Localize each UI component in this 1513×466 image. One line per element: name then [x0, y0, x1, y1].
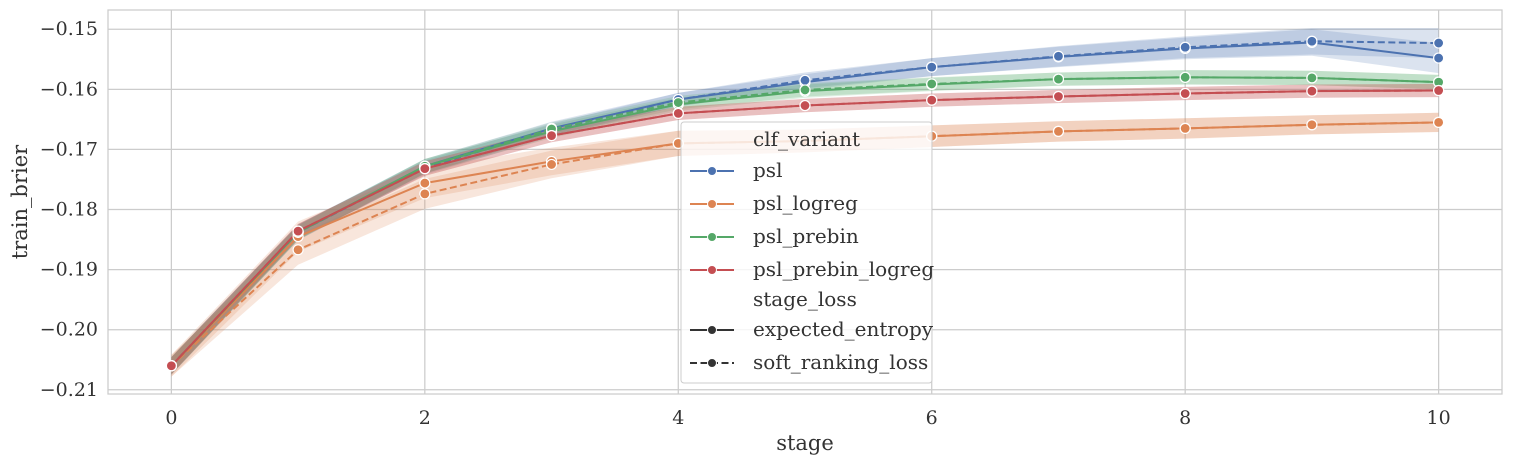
band-psl-prebin-logreg-expected-entropy — [171, 83, 1439, 375]
point-psl-logreg-soft-ranking-loss — [545, 158, 558, 171]
point-psl-logreg-soft-ranking-loss — [1179, 122, 1191, 134]
band-psl-logreg-expected-entropy — [171, 112, 1439, 377]
point-psl-logreg-expected-entropy — [419, 177, 431, 189]
legend-style-entries: expected_entropy soft_ranking_loss — [690, 317, 934, 374]
legend-marker-psl-prebin — [707, 232, 717, 242]
point-psl-prebin-logreg-soft-ranking-loss — [1306, 85, 1318, 97]
point-psl-expected-entropy — [1433, 52, 1445, 64]
point-psl-prebin-logreg-soft-ranking-loss — [292, 225, 304, 237]
point-psl-soft-ranking-loss — [926, 61, 938, 73]
legend-label-expected-entropy: expected_entropy — [753, 317, 934, 341]
x-axis-label: stage — [776, 431, 834, 455]
y-tick-label: −0.17 — [40, 138, 98, 160]
point-psl-prebin-logreg-soft-ranking-loss — [1052, 90, 1065, 103]
y-tick-label: −0.18 — [40, 199, 98, 221]
point-psl-logreg-soft-ranking-loss — [1433, 116, 1445, 128]
point-psl-prebin-logreg-soft-ranking-loss — [672, 107, 684, 119]
point-psl-prebin-soft-ranking-loss — [1306, 72, 1318, 84]
y-tick-label: −0.20 — [40, 319, 98, 341]
legend-marker-soft-ranking-loss — [707, 358, 717, 368]
legend-marker-expected-entropy — [707, 325, 717, 335]
point-psl-prebin-soft-ranking-loss — [672, 96, 684, 109]
x-tick-label: 0 — [165, 407, 177, 429]
point-psl-soft-ranking-loss — [799, 74, 811, 86]
legend-label-psl-prebin-logreg: psl_prebin_logreg — [753, 257, 934, 281]
legend-label-psl: psl — [753, 158, 782, 182]
legend-label-psl-logreg: psl_logreg — [753, 191, 858, 215]
point-psl-prebin-logreg-soft-ranking-loss — [545, 129, 558, 142]
point-psl-prebin-logreg-soft-ranking-loss — [1433, 84, 1445, 97]
point-psl-prebin-soft-ranking-loss — [1052, 73, 1065, 85]
legend-hue-title: clf_variant — [753, 127, 860, 151]
x-tick-label: 10 — [1427, 407, 1451, 429]
line-psl-prebin-logreg-soft-ranking-loss — [170, 89, 1439, 367]
y-tick-label: −0.21 — [40, 379, 98, 401]
y-axis-label: train_brier — [8, 144, 32, 259]
band-psl-prebin-expected-entropy — [171, 70, 1439, 375]
y-tick-label: −0.16 — [40, 78, 98, 100]
legend-box — [680, 121, 933, 384]
point-psl-prebin-logreg-soft-ranking-loss — [799, 99, 811, 112]
band-psl-prebin-logreg-soft-ranking-loss — [171, 83, 1439, 375]
y-tick-label: −0.15 — [40, 18, 98, 40]
x-tick-label: 8 — [1179, 407, 1191, 429]
legend-marker-psl-logreg — [707, 199, 717, 209]
y-axis-ticks: −0.15 −0.16 −0.17 −0.18 −0.19 −0.20 −0.21 — [40, 18, 98, 401]
point-psl-logreg-soft-ranking-loss — [1306, 119, 1318, 131]
legend-marker-psl-prebin-logreg — [707, 265, 717, 275]
legend: clf_variant psl psl_logreg psl_prebin psl_p… — [680, 121, 934, 384]
band-psl-prebin-soft-ranking-loss — [171, 70, 1439, 375]
point-psl-soft-ranking-loss — [1306, 35, 1318, 47]
point-psl-prebin-soft-ranking-loss — [926, 78, 938, 90]
x-tick-label: 6 — [926, 407, 938, 429]
point-psl-soft-ranking-loss — [1052, 50, 1065, 62]
confidence-bands — [171, 28, 1439, 377]
point-psl-soft-ranking-loss — [1179, 41, 1191, 53]
point-psl-prebin-logreg-soft-ranking-loss — [1179, 87, 1191, 100]
legend-style-title: stage_loss — [753, 287, 857, 311]
point-psl-soft-ranking-loss — [1433, 37, 1445, 49]
point-psl-prebin-logreg-soft-ranking-loss — [419, 163, 431, 175]
point-psl-prebin-soft-ranking-loss — [799, 84, 811, 96]
point-psl-logreg-soft-ranking-loss — [419, 188, 431, 200]
legend-label-soft-ranking-loss: soft_ranking_loss — [753, 350, 928, 374]
point-psl-logreg-soft-ranking-loss — [1052, 125, 1065, 137]
legend-hue-entries: psl psl_logreg psl_prebin psl_prebin_logreg — [690, 158, 934, 281]
band-psl-logreg-soft-ranking-loss — [171, 112, 1439, 377]
legend-label-psl-prebin: psl_prebin — [753, 224, 859, 248]
point-psl-logreg-soft-ranking-loss — [292, 244, 304, 256]
y-tick-label: −0.19 — [40, 259, 98, 281]
x-axis-ticks: 0 2 4 6 8 10 — [165, 407, 1450, 429]
point-psl-prebin-logreg-soft-ranking-loss — [926, 94, 938, 106]
x-tick-label: 4 — [672, 407, 684, 429]
legend-marker-psl — [707, 166, 717, 176]
point-psl-prebin-soft-ranking-loss — [1179, 71, 1191, 83]
point-psl-prebin-logreg-soft-ranking-loss — [165, 360, 177, 372]
x-tick-label: 2 — [419, 407, 431, 429]
